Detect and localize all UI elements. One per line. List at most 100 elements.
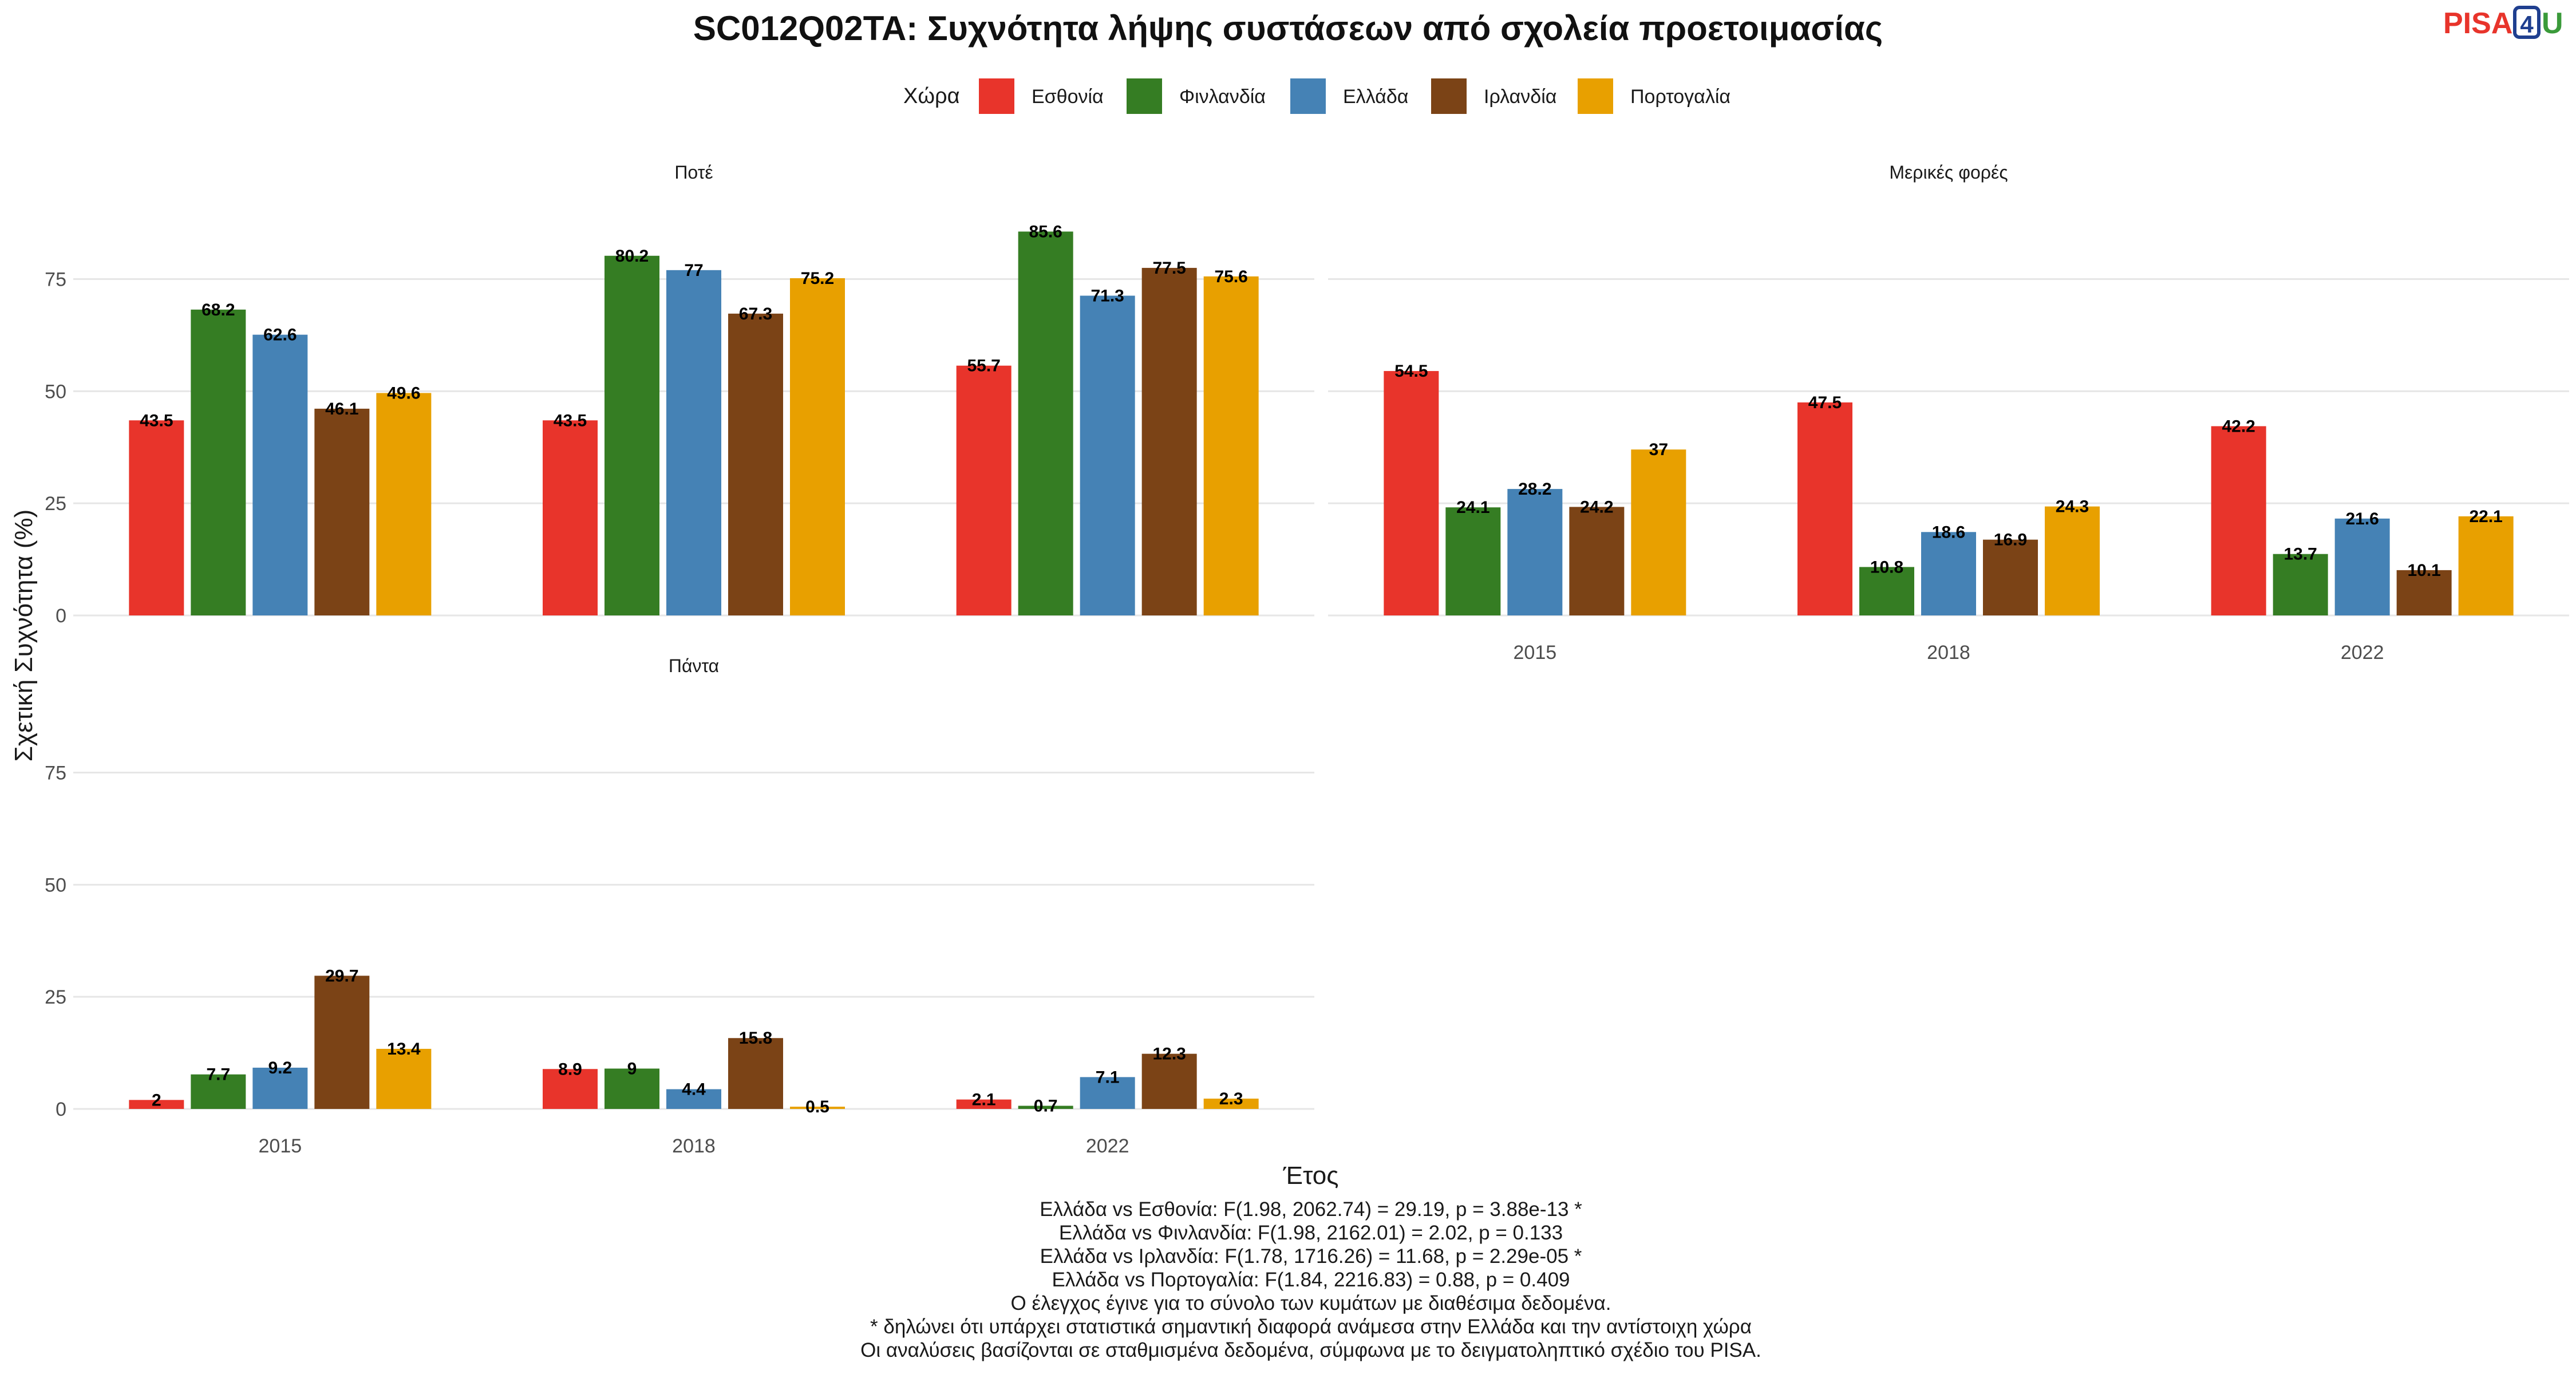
bar — [1569, 507, 1625, 615]
bar-value-label: 37 — [1649, 440, 1668, 459]
x-tick-label: 2015 — [1514, 642, 1557, 664]
bar-value-label: 2.3 — [1219, 1089, 1243, 1108]
bar-value-label: 16.9 — [1994, 531, 2027, 550]
footnote-line: Ο έλεγχος έγινε για το σύνολο των κυμάτω… — [1011, 1292, 1611, 1314]
panel-strip-label: Πάντα — [669, 656, 719, 676]
x-axis-title: Έτος — [1283, 1162, 1339, 1190]
y-tick-label: 25 — [45, 986, 66, 1008]
panel-strip-label: Ποτέ — [674, 162, 713, 183]
bar-value-label: 28.2 — [1518, 480, 1551, 499]
bar-value-label: 22.1 — [2469, 507, 2502, 526]
y-tick-label: 50 — [45, 874, 66, 896]
bar-value-label: 24.1 — [1456, 498, 1490, 517]
x-tick-label: 2018 — [1927, 642, 1970, 664]
bar — [2458, 516, 2514, 615]
bar — [191, 1074, 246, 1109]
bar — [1797, 402, 1852, 615]
x-tick-label: 2022 — [2341, 642, 2384, 664]
bar-value-label: 54.5 — [1394, 362, 1428, 381]
bar-value-label: 80.2 — [615, 247, 649, 266]
bar-value-label: 47.5 — [1808, 393, 1842, 412]
bar — [666, 1089, 721, 1109]
legend-swatch-3 — [1431, 78, 1467, 114]
bar — [666, 270, 721, 615]
x-tick-label: 2018 — [672, 1135, 716, 1157]
logo-text-u: U — [2542, 7, 2563, 40]
bar — [728, 1038, 783, 1109]
bar — [605, 1068, 659, 1109]
bar-value-label: 2 — [152, 1091, 161, 1110]
bar — [1018, 1105, 1073, 1109]
footnote-line: * δηλώνει ότι υπάρχει στατιστικά σημαντι… — [870, 1316, 1752, 1338]
bar — [1384, 371, 1439, 615]
bar — [252, 1067, 308, 1109]
logo-text-pisa: PISA — [2443, 7, 2512, 40]
bar-value-label: 0.5 — [805, 1097, 829, 1116]
footnote-line: Ελλάδα vs Πορτογαλία: F(1.84, 2216.83) =… — [1052, 1269, 1570, 1291]
bar-value-label: 29.7 — [325, 966, 358, 985]
legend-label-4: Πορτογαλία — [1630, 86, 1730, 108]
bar-value-label: 9.2 — [268, 1059, 292, 1077]
footnotes: Ελλάδα vs Εσθονία: F(1.98, 2062.74) = 29… — [860, 1198, 1761, 1361]
bar-value-label: 43.5 — [140, 411, 173, 430]
bar — [790, 278, 845, 615]
legend-label-0: Εσθονία — [1032, 86, 1104, 108]
bar — [1018, 231, 1073, 615]
bar — [2273, 554, 2328, 615]
bar-value-label: 7.1 — [1096, 1068, 1120, 1087]
bar-value-label: 7.7 — [206, 1065, 230, 1084]
bar — [1141, 267, 1197, 616]
bar-value-label: 13.7 — [2283, 545, 2317, 564]
bar — [543, 1069, 598, 1109]
bar — [956, 1099, 1012, 1109]
bar — [1983, 539, 2038, 615]
bar — [1445, 507, 1501, 615]
legend-label-1: Φινλανδία — [1179, 86, 1266, 108]
bar-value-label: 10.1 — [2407, 561, 2440, 580]
bar — [1631, 449, 1686, 615]
bar — [2211, 426, 2266, 615]
bar-value-label: 55.7 — [967, 357, 1000, 376]
bar-value-label: 75.2 — [801, 269, 834, 288]
panels: Ποτέ 0 25 50 75 43.5 68.2 62.6 46.1 49.6 43.5 80.2 7… — [45, 162, 2569, 1157]
bar — [1203, 276, 1259, 615]
bar-value-label: 68.2 — [202, 301, 235, 319]
bar-value-label: 10.8 — [1870, 558, 1903, 577]
legend-swatch-4 — [1578, 78, 1613, 114]
legend-title: Χώρα — [903, 84, 960, 108]
bar-value-label: 62.6 — [263, 326, 297, 345]
bar — [376, 1049, 432, 1109]
bar-value-label: 43.5 — [554, 411, 587, 430]
bar-value-label: 24.3 — [2056, 498, 2089, 516]
y-tick-label: 50 — [45, 381, 66, 402]
bar — [129, 420, 184, 615]
bar — [376, 393, 432, 615]
legend: Χώρα Εσθονία Φινλανδία Ελλάδα Ιρλανδία Πορτο… — [903, 78, 1730, 114]
y-tick-label: 0 — [56, 605, 66, 627]
y-axis-title: Σχετική Συχνότητα (%) — [10, 510, 38, 762]
bar — [1203, 1098, 1259, 1109]
y-tick-label: 75 — [45, 269, 66, 291]
bar — [314, 408, 370, 615]
y-tick-label: 25 — [45, 493, 66, 515]
bar — [1507, 489, 1563, 615]
bar-value-label: 4.4 — [682, 1080, 706, 1099]
y-tick-label: 0 — [56, 1099, 66, 1120]
panel-0: Ποτέ 0 25 50 75 43.5 68.2 62.6 46.1 49.6 43.5 80.2 7… — [45, 162, 1314, 627]
x-tick-label: 2015 — [259, 1135, 302, 1157]
bar-value-label: 12.3 — [1152, 1045, 1186, 1064]
bar — [1080, 295, 1135, 615]
bar-value-label: 18.6 — [1932, 523, 1965, 542]
legend-swatch-1 — [1127, 78, 1162, 114]
bar — [252, 334, 308, 615]
logo-text-4: 4 — [2520, 11, 2534, 38]
bar-value-label: 49.6 — [387, 384, 420, 402]
legend-swatch-2 — [1290, 78, 1326, 114]
panel-strip-label: Μερικές φορές — [1889, 162, 2008, 183]
bar — [1921, 532, 1976, 615]
bar-value-label: 67.3 — [739, 305, 772, 323]
bar-value-label: 8.9 — [558, 1060, 582, 1079]
bar-value-label: 77 — [684, 261, 703, 280]
x-tick-label: 2022 — [1086, 1135, 1129, 1157]
